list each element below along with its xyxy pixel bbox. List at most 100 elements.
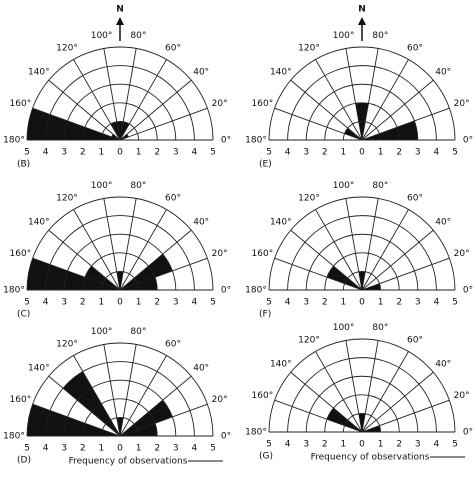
wedge — [327, 408, 362, 432]
angle-label: 120° — [298, 44, 320, 54]
radial-line — [315, 209, 363, 291]
r-tick-label: 2 — [80, 148, 86, 158]
angle-label: 20° — [212, 249, 228, 259]
angle-label: 0° — [221, 432, 231, 442]
angle-label: 120° — [56, 44, 78, 54]
r-tick-label: 1 — [378, 148, 384, 158]
r-tick-label: 0 — [359, 298, 365, 308]
angle-label: 80° — [372, 31, 388, 41]
angle-label: 0° — [463, 286, 473, 296]
r-tick-label: 3 — [61, 298, 67, 308]
wedge — [116, 121, 124, 140]
r-tick-label: 4 — [43, 298, 49, 308]
r-tick-label: 3 — [173, 298, 179, 308]
grid-arc — [342, 121, 382, 141]
radial-line — [119, 229, 192, 291]
grid-arc — [45, 215, 195, 291]
angle-label: 0° — [221, 286, 231, 296]
grid-arc — [26, 46, 214, 141]
north-label: N — [358, 5, 366, 15]
grid-arc — [82, 252, 158, 291]
panel-label: (G) — [259, 452, 273, 462]
radial-line — [103, 48, 121, 141]
r-tick-label: 5 — [452, 148, 458, 158]
r-tick-label: 3 — [303, 148, 309, 158]
grid-arc — [45, 65, 195, 141]
angle-label: 40° — [193, 363, 209, 373]
grid-arc — [305, 233, 419, 291]
angle-label: 100° — [91, 327, 113, 337]
r-tick-label: 3 — [415, 440, 421, 450]
grid-arc — [45, 361, 195, 437]
grid-arc — [287, 357, 437, 433]
radial-line — [73, 209, 121, 291]
r-tick-label: 5 — [266, 298, 272, 308]
radial-line — [290, 229, 363, 291]
wedge — [27, 404, 120, 436]
grid-arc — [100, 121, 140, 141]
r-tick-label: 1 — [341, 298, 347, 308]
angle-label: 140° — [270, 359, 292, 369]
radial-line — [361, 209, 409, 291]
grid-arc — [82, 102, 158, 141]
r-tick-label: 4 — [192, 148, 198, 158]
r-tick-label: 0 — [359, 440, 365, 450]
radial-line — [361, 399, 450, 433]
radial-line — [32, 107, 121, 141]
radial-line — [119, 79, 192, 141]
angle-label: 140° — [270, 67, 292, 77]
grid-arc — [287, 215, 437, 291]
x-axis-label: Frequency of observations — [69, 457, 188, 467]
wedge — [344, 128, 362, 140]
angle-label: 0° — [221, 136, 231, 146]
radial-line — [361, 257, 450, 291]
r-tick-label: 4 — [285, 298, 291, 308]
grid-arc — [100, 417, 140, 437]
angle-label: 20° — [212, 99, 228, 109]
r-tick-label: 3 — [415, 298, 421, 308]
radial-line — [119, 375, 192, 437]
r-tick-label: 3 — [173, 148, 179, 158]
angle-label: 140° — [270, 217, 292, 227]
angle-label: 100° — [333, 31, 355, 41]
angle-label: 100° — [91, 31, 113, 41]
radial-line — [361, 340, 379, 433]
angle-label: 160° — [252, 249, 274, 259]
angle-label: 60° — [407, 44, 423, 54]
angle-label: 40° — [435, 217, 451, 227]
r-tick-label: 5 — [24, 444, 30, 454]
angle-label: 80° — [130, 327, 146, 337]
panel-label: (F) — [259, 310, 271, 320]
angle-label: 160° — [10, 99, 32, 109]
grid-arc — [100, 271, 140, 291]
r-tick-label: 1 — [378, 298, 384, 308]
angle-label: 80° — [130, 181, 146, 191]
angle-label: 180° — [3, 136, 25, 146]
r-tick-label: 2 — [154, 444, 160, 454]
wedge — [116, 417, 124, 436]
r-tick-label: 2 — [396, 440, 402, 450]
r-tick-label: 2 — [80, 444, 86, 454]
radial-line — [103, 344, 121, 437]
angle-label: 80° — [372, 181, 388, 191]
r-tick-label: 1 — [136, 298, 142, 308]
radial-line — [274, 257, 363, 291]
r-tick-label: 2 — [154, 148, 160, 158]
r-tick-label: 1 — [99, 148, 105, 158]
angle-label: 120° — [56, 340, 78, 350]
panel-label: (D) — [17, 456, 31, 466]
wedge — [85, 266, 120, 290]
radial-line — [361, 107, 450, 141]
radial-line — [315, 351, 363, 433]
grid-arc — [268, 46, 456, 141]
angle-label: 0° — [463, 136, 473, 146]
r-tick-label: 4 — [434, 440, 440, 450]
r-tick-label: 4 — [434, 298, 440, 308]
r-tick-label: 3 — [61, 148, 67, 158]
grid-arc — [63, 233, 177, 291]
grid-arc — [268, 338, 456, 433]
north-label: N — [116, 5, 124, 15]
wedge — [120, 254, 173, 290]
angle-label: 60° — [165, 44, 181, 54]
